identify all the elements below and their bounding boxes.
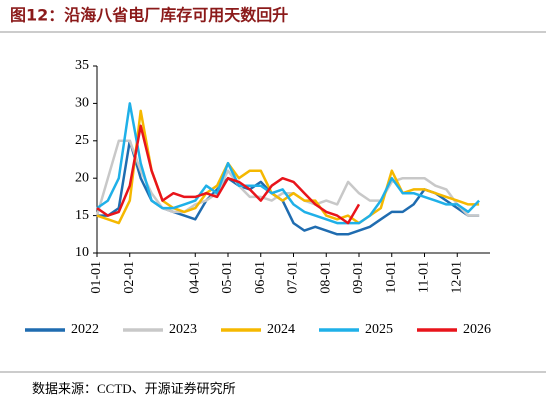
legend-label: 2022 — [71, 322, 99, 337]
y-tick-label: 30 — [75, 96, 89, 111]
x-tick-label: 12-01 — [449, 261, 464, 294]
x-tick-label: 01-01 — [89, 261, 104, 294]
series-line — [96, 124, 361, 225]
source-note: 数据来源：CCTD、开源证券研究所 — [32, 381, 236, 396]
series-line — [96, 102, 480, 225]
legend-label: 2024 — [267, 322, 295, 337]
x-tick-label: 10-01 — [384, 261, 399, 294]
x-tick-label: 07-01 — [286, 261, 301, 294]
y-tick-label: 10 — [75, 245, 89, 260]
x-tick-label: 04-01 — [187, 261, 202, 294]
x-tick-label: 11-01 — [417, 261, 432, 293]
x-tick-label: 08-01 — [318, 261, 333, 294]
legend-label: 2025 — [365, 322, 393, 337]
x-tick-label: 09-01 — [351, 261, 366, 294]
x-tick-label: 05-01 — [220, 261, 235, 294]
chart-title: 图12：沿海八省电厂库存可用天数回升 — [10, 6, 288, 25]
legend-label: 2023 — [169, 322, 197, 337]
y-tick-label: 25 — [75, 133, 89, 148]
x-tick-label: 06-01 — [253, 261, 268, 294]
series-line — [96, 109, 480, 225]
series-line — [97, 139, 480, 236]
x-tick-label: 02-01 — [122, 261, 137, 294]
y-tick-label: 35 — [75, 58, 89, 73]
y-tick-label: 20 — [75, 170, 89, 185]
y-tick-label: 15 — [75, 208, 89, 223]
legend-label: 2026 — [463, 322, 491, 337]
